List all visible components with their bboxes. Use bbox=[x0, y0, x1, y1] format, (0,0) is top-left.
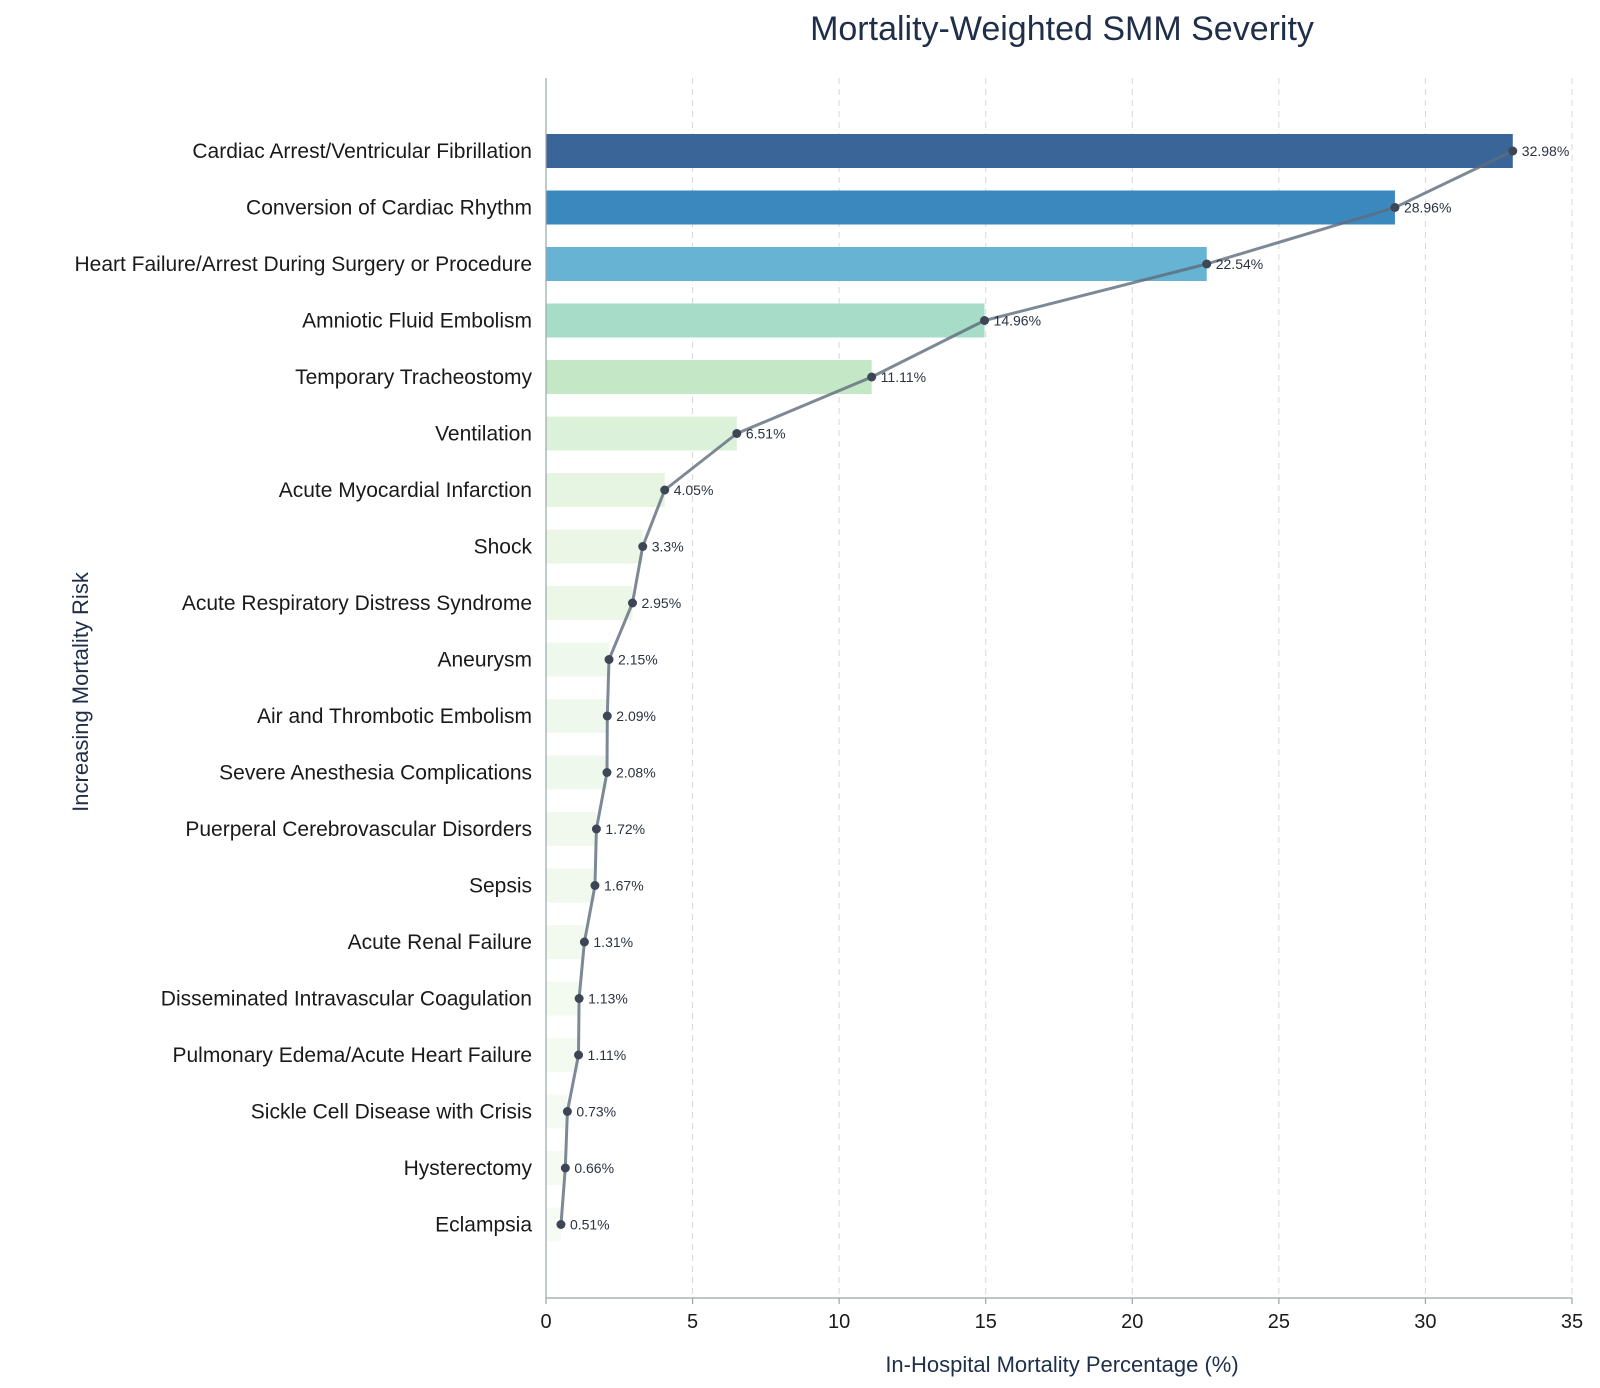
value-label: 1.67% bbox=[604, 878, 644, 894]
value-label: 14.96% bbox=[994, 313, 1041, 329]
trend-point bbox=[1390, 203, 1400, 212]
bar bbox=[546, 925, 585, 959]
value-label: 2.08% bbox=[616, 765, 656, 781]
trend-point bbox=[574, 994, 584, 1003]
category-label: Cardiac Arrest/Ventricular Fibrillation bbox=[192, 140, 532, 163]
grid-lines bbox=[692, 78, 1573, 1298]
trend-line bbox=[559, 149, 1514, 1225]
category-label: Severe Anesthesia Complications bbox=[219, 762, 532, 785]
category-label: Disseminated Intravascular Coagulation bbox=[161, 988, 532, 1011]
trend-markers bbox=[556, 146, 1518, 1229]
category-label: Temporary Tracheostomy bbox=[295, 366, 532, 389]
category-label: Conversion of Cardiac Rhythm bbox=[246, 197, 532, 220]
category-label: Acute Myocardial Infarction bbox=[279, 479, 532, 502]
trend-point bbox=[732, 429, 742, 438]
trend-point bbox=[591, 824, 601, 834]
chart-title: Mortality-Weighted SMM Severity bbox=[810, 10, 1314, 48]
trend-point bbox=[604, 655, 614, 664]
category-label: Sepsis bbox=[469, 875, 532, 898]
value-label: 32.98% bbox=[1522, 143, 1569, 159]
x-tick-labels: 0 5 10 15 20 25 30 35 bbox=[540, 1298, 1583, 1333]
bar bbox=[546, 190, 1395, 225]
value-label: 2.09% bbox=[616, 708, 656, 724]
bar bbox=[546, 699, 608, 733]
trend-point bbox=[556, 1220, 566, 1229]
value-label: 11.11% bbox=[881, 369, 926, 385]
value-label: 1.13% bbox=[588, 991, 628, 1007]
x-tick-label: 30 bbox=[1414, 1311, 1436, 1333]
category-label: Air and Thrombotic Embolism bbox=[257, 705, 532, 728]
trend-point bbox=[562, 1107, 572, 1116]
value-label: 1.31% bbox=[593, 934, 633, 950]
value-label: 0.51% bbox=[570, 1217, 610, 1233]
value-labels: 32.98% 28.96% 22.54% 14.96% 11.11% 6.51% 4.05%… bbox=[570, 143, 1569, 1233]
bars bbox=[546, 134, 1513, 1242]
value-label: 6.51% bbox=[746, 426, 786, 442]
bar bbox=[546, 868, 595, 903]
category-label: Heart Failure/Arrest During Surgery or P… bbox=[74, 253, 532, 276]
trend-point bbox=[638, 542, 648, 551]
trend-point bbox=[574, 1050, 584, 1060]
bar bbox=[546, 303, 985, 338]
category-labels: Cardiac Arrest/Ventricular Fibrillation C… bbox=[74, 140, 532, 1237]
bar bbox=[546, 473, 665, 507]
trend-point bbox=[560, 1163, 570, 1173]
x-tick-label: 25 bbox=[1268, 1311, 1290, 1333]
bar bbox=[546, 1151, 566, 1185]
x-tick-label: 20 bbox=[1121, 1311, 1143, 1333]
value-label: 0.73% bbox=[576, 1104, 616, 1120]
value-label: 1.72% bbox=[605, 821, 645, 837]
value-label: 3.3% bbox=[652, 539, 684, 555]
value-label: 2.95% bbox=[641, 595, 681, 611]
category-label: Amniotic Fluid Embolism bbox=[302, 310, 532, 333]
bar bbox=[546, 642, 610, 677]
bar bbox=[546, 247, 1207, 281]
trend-point bbox=[602, 711, 612, 721]
value-label: 4.05% bbox=[674, 482, 714, 498]
x-axis-title: In-Hospital Mortality Percentage (%) bbox=[885, 1352, 1238, 1377]
trend-point bbox=[660, 485, 670, 495]
trend-point bbox=[602, 768, 612, 777]
category-label: Eclampsia bbox=[435, 1214, 532, 1237]
x-tick-label: 35 bbox=[1561, 1311, 1583, 1333]
trend-point bbox=[579, 937, 589, 947]
category-label: Hysterectomy bbox=[404, 1157, 533, 1180]
value-label: 28.96% bbox=[1404, 200, 1451, 216]
bar bbox=[546, 1207, 561, 1242]
bar bbox=[546, 812, 597, 846]
bar bbox=[546, 981, 580, 1016]
category-label: Puerperal Cerebrovascular Disorders bbox=[185, 818, 532, 841]
x-tick-label: 15 bbox=[975, 1311, 997, 1333]
category-label: Acute Respiratory Distress Syndrome bbox=[182, 592, 532, 615]
bar bbox=[546, 1094, 568, 1129]
trend-point bbox=[867, 372, 877, 382]
bar bbox=[546, 755, 607, 790]
bar bbox=[546, 360, 872, 394]
trend-point bbox=[627, 598, 637, 608]
y-axis-title: Increasing Mortality Risk bbox=[68, 571, 93, 812]
value-label: 0.66% bbox=[574, 1160, 614, 1176]
category-label: Pulmonary Edema/Acute Heart Failure bbox=[173, 1044, 533, 1067]
category-label: Acute Renal Failure bbox=[348, 931, 532, 954]
category-label: Aneurysm bbox=[437, 649, 532, 672]
category-label: Shock bbox=[474, 536, 533, 559]
x-tick-label: 5 bbox=[687, 1311, 698, 1333]
category-label: Ventilation bbox=[435, 423, 532, 446]
trend-point bbox=[980, 316, 990, 325]
x-tick-label: 10 bbox=[828, 1311, 850, 1333]
value-label: 2.15% bbox=[618, 652, 658, 668]
trend-point bbox=[1508, 146, 1518, 156]
bar bbox=[546, 134, 1513, 168]
x-tick-label: 0 bbox=[540, 1311, 551, 1333]
category-label: Sickle Cell Disease with Crisis bbox=[251, 1101, 532, 1124]
value-label: 1.11% bbox=[588, 1047, 627, 1063]
bar bbox=[546, 586, 633, 620]
bar bbox=[546, 416, 737, 451]
bar bbox=[546, 1038, 579, 1072]
value-label: 22.54% bbox=[1216, 256, 1263, 272]
trend-point bbox=[1202, 259, 1212, 269]
bar bbox=[546, 529, 643, 564]
trend-point bbox=[590, 881, 600, 890]
